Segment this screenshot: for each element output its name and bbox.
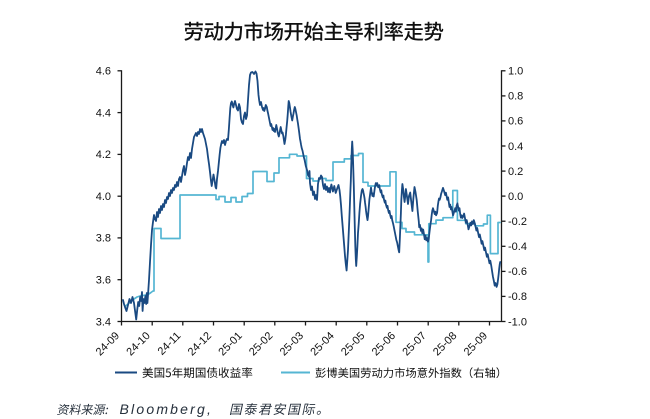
svg-text:1.0: 1.0 bbox=[508, 66, 523, 78]
svg-text:0.6: 0.6 bbox=[508, 116, 523, 128]
svg-text:-0.2: -0.2 bbox=[508, 216, 527, 228]
svg-text:-0.4: -0.4 bbox=[508, 241, 527, 253]
svg-text:0.0: 0.0 bbox=[508, 191, 523, 203]
svg-text:-0.6: -0.6 bbox=[508, 266, 527, 278]
svg-text:4.4: 4.4 bbox=[96, 107, 111, 119]
svg-text:0.4: 0.4 bbox=[508, 141, 523, 153]
svg-text:3.4: 3.4 bbox=[96, 316, 111, 328]
svg-text:0.8: 0.8 bbox=[508, 91, 523, 103]
svg-text:Bloomberg,: Bloomberg, bbox=[120, 401, 214, 417]
svg-text:3.6: 3.6 bbox=[96, 275, 111, 287]
svg-text:-1.0: -1.0 bbox=[508, 316, 527, 328]
svg-text:-0.8: -0.8 bbox=[508, 291, 527, 303]
svg-text:4.2: 4.2 bbox=[96, 149, 111, 161]
svg-text:3.8: 3.8 bbox=[96, 233, 111, 245]
svg-text:4.6: 4.6 bbox=[96, 66, 111, 78]
svg-text:0.2: 0.2 bbox=[508, 166, 523, 178]
svg-text:4.0: 4.0 bbox=[96, 191, 111, 203]
